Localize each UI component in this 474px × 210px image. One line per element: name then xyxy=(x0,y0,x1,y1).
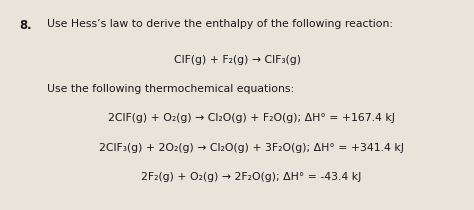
Text: 2F₂(g) + O₂(g) → 2F₂O(g); ΔH° = -43.4 kJ: 2F₂(g) + O₂(g) → 2F₂O(g); ΔH° = -43.4 kJ xyxy=(141,172,361,182)
Text: Use the following thermochemical equations:: Use the following thermochemical equatio… xyxy=(47,84,294,94)
Text: 2ClF₃(g) + 2O₂(g) → Cl₂O(g) + 3F₂O(g); ΔH° = +341.4 kJ: 2ClF₃(g) + 2O₂(g) → Cl₂O(g) + 3F₂O(g); Δ… xyxy=(99,143,404,153)
Text: ClF(g) + F₂(g) → ClF₃(g): ClF(g) + F₂(g) → ClF₃(g) xyxy=(173,55,301,65)
Text: 2ClF(g) + O₂(g) → Cl₂O(g) + F₂O(g); ΔH° = +167.4 kJ: 2ClF(g) + O₂(g) → Cl₂O(g) + F₂O(g); ΔH° … xyxy=(108,113,395,123)
Text: 8.: 8. xyxy=(19,19,31,32)
Text: Use Hess’s law to derive the enthalpy of the following reaction:: Use Hess’s law to derive the enthalpy of… xyxy=(47,19,393,29)
